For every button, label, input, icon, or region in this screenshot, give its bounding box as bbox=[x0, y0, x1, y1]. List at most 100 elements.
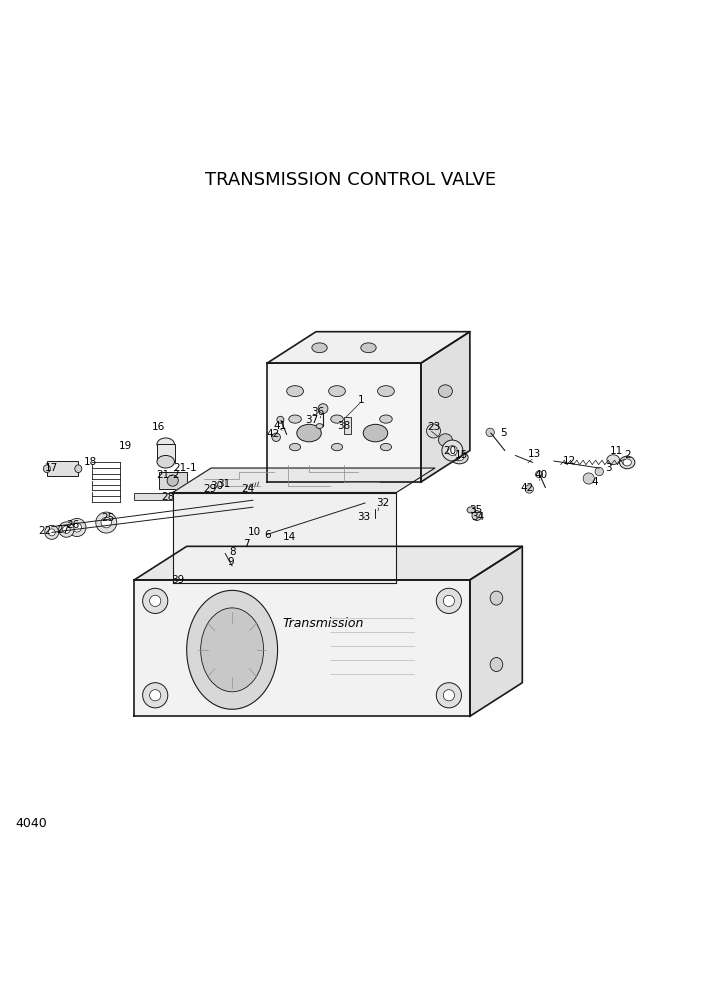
Text: 42: 42 bbox=[266, 430, 279, 439]
Circle shape bbox=[227, 540, 238, 551]
Text: 1: 1 bbox=[358, 395, 365, 405]
Circle shape bbox=[225, 562, 232, 569]
Text: 39: 39 bbox=[171, 575, 184, 585]
Ellipse shape bbox=[157, 455, 174, 468]
Circle shape bbox=[442, 440, 463, 461]
Text: 21-1: 21-1 bbox=[173, 463, 197, 473]
Text: 22: 22 bbox=[38, 526, 51, 536]
Text: 9: 9 bbox=[227, 558, 234, 567]
Text: 16: 16 bbox=[152, 423, 166, 433]
Circle shape bbox=[272, 434, 280, 441]
Circle shape bbox=[232, 547, 241, 556]
Ellipse shape bbox=[289, 443, 300, 450]
Text: 2: 2 bbox=[624, 450, 630, 460]
Text: 40: 40 bbox=[535, 470, 548, 480]
Ellipse shape bbox=[490, 658, 503, 672]
Text: 32: 32 bbox=[376, 498, 389, 508]
Circle shape bbox=[150, 689, 161, 701]
Circle shape bbox=[525, 485, 534, 493]
Ellipse shape bbox=[316, 424, 323, 429]
Ellipse shape bbox=[378, 386, 395, 397]
Text: 6: 6 bbox=[264, 530, 270, 541]
Circle shape bbox=[583, 473, 595, 484]
Circle shape bbox=[595, 467, 604, 476]
Text: 38: 38 bbox=[338, 421, 350, 432]
Text: 12: 12 bbox=[562, 456, 576, 466]
Circle shape bbox=[427, 424, 440, 437]
Ellipse shape bbox=[329, 386, 345, 397]
Polygon shape bbox=[134, 547, 522, 580]
Ellipse shape bbox=[201, 608, 263, 691]
Text: 20: 20 bbox=[444, 445, 457, 455]
Text: Transmission: Transmission bbox=[282, 617, 364, 630]
Bar bbox=[157, 444, 175, 461]
Circle shape bbox=[62, 526, 70, 534]
Polygon shape bbox=[267, 331, 470, 363]
Ellipse shape bbox=[451, 451, 468, 464]
Text: 35: 35 bbox=[469, 505, 482, 515]
Text: 25: 25 bbox=[101, 514, 114, 524]
Circle shape bbox=[318, 404, 328, 414]
Text: 21-2: 21-2 bbox=[156, 470, 180, 480]
Circle shape bbox=[277, 417, 284, 424]
Circle shape bbox=[72, 523, 81, 532]
Circle shape bbox=[45, 526, 59, 540]
Text: 19: 19 bbox=[119, 440, 133, 450]
Text: 7: 7 bbox=[243, 539, 249, 549]
Text: 37: 37 bbox=[305, 416, 319, 426]
Ellipse shape bbox=[312, 343, 327, 353]
Text: 14: 14 bbox=[283, 532, 296, 542]
Circle shape bbox=[68, 519, 86, 537]
Ellipse shape bbox=[607, 454, 619, 464]
Text: 29: 29 bbox=[203, 484, 216, 494]
Polygon shape bbox=[421, 331, 470, 482]
Ellipse shape bbox=[331, 443, 343, 450]
Polygon shape bbox=[470, 547, 522, 716]
Bar bbox=[47, 461, 79, 476]
Circle shape bbox=[260, 527, 271, 538]
Text: 28: 28 bbox=[161, 492, 174, 502]
Ellipse shape bbox=[623, 459, 631, 466]
Ellipse shape bbox=[289, 415, 301, 424]
Ellipse shape bbox=[157, 437, 174, 450]
Circle shape bbox=[371, 500, 380, 509]
Text: 36: 36 bbox=[311, 407, 324, 417]
Polygon shape bbox=[173, 468, 435, 492]
Text: 33: 33 bbox=[357, 512, 370, 522]
Polygon shape bbox=[267, 363, 421, 482]
Text: 31: 31 bbox=[217, 479, 230, 489]
Ellipse shape bbox=[207, 494, 223, 502]
Text: 42: 42 bbox=[521, 483, 534, 493]
Text: TRANSMISSION CONTROL VALVE: TRANSMISSION CONTROL VALVE bbox=[206, 171, 496, 188]
Ellipse shape bbox=[297, 425, 322, 441]
Text: 24: 24 bbox=[241, 484, 254, 494]
Ellipse shape bbox=[455, 454, 463, 460]
Circle shape bbox=[48, 529, 55, 536]
Ellipse shape bbox=[380, 415, 392, 424]
Circle shape bbox=[486, 429, 494, 436]
Text: 41: 41 bbox=[273, 421, 286, 432]
Circle shape bbox=[443, 689, 454, 701]
Text: 13: 13 bbox=[528, 449, 541, 459]
Text: 17: 17 bbox=[45, 463, 58, 473]
Circle shape bbox=[150, 595, 161, 606]
Circle shape bbox=[167, 475, 178, 486]
Text: 4040: 4040 bbox=[15, 817, 47, 830]
Circle shape bbox=[143, 682, 168, 708]
Circle shape bbox=[437, 588, 461, 613]
Text: 11: 11 bbox=[610, 445, 623, 455]
Text: 10: 10 bbox=[248, 528, 261, 538]
Circle shape bbox=[443, 595, 454, 606]
Text: 8: 8 bbox=[229, 547, 235, 557]
Circle shape bbox=[95, 512, 117, 533]
Ellipse shape bbox=[439, 385, 452, 398]
Text: 30: 30 bbox=[210, 481, 223, 491]
Circle shape bbox=[212, 495, 218, 501]
Circle shape bbox=[437, 682, 461, 708]
Circle shape bbox=[362, 515, 369, 522]
Ellipse shape bbox=[363, 425, 388, 441]
Text: 5: 5 bbox=[500, 429, 507, 438]
Ellipse shape bbox=[44, 465, 51, 472]
Ellipse shape bbox=[75, 465, 82, 472]
Ellipse shape bbox=[619, 456, 635, 469]
